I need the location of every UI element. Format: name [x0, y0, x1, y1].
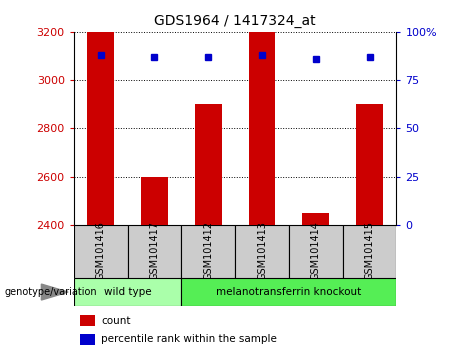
Bar — [74, 278, 181, 306]
Polygon shape — [41, 284, 68, 300]
Bar — [87, 32, 114, 225]
Text: melanotransferrin knockout: melanotransferrin knockout — [216, 287, 361, 297]
Text: GSM101415: GSM101415 — [365, 221, 375, 280]
Bar — [248, 32, 275, 225]
Title: GDS1964 / 1417324_at: GDS1964 / 1417324_at — [154, 14, 316, 28]
Bar — [141, 177, 168, 225]
Bar — [289, 225, 343, 278]
Bar — [356, 104, 383, 225]
Bar — [195, 104, 222, 225]
Bar — [343, 225, 396, 278]
Text: GSM101412: GSM101412 — [203, 221, 213, 280]
Bar — [80, 315, 95, 326]
Text: GSM101413: GSM101413 — [257, 221, 267, 280]
Text: genotype/variation: genotype/variation — [5, 287, 97, 297]
Bar — [235, 225, 289, 278]
Bar — [80, 334, 95, 345]
Text: GSM101416: GSM101416 — [95, 221, 106, 280]
Bar — [302, 213, 329, 225]
Text: count: count — [101, 316, 130, 326]
Bar — [74, 225, 128, 278]
Text: percentile rank within the sample: percentile rank within the sample — [101, 334, 277, 344]
Bar — [181, 225, 235, 278]
Text: GSM101414: GSM101414 — [311, 221, 321, 280]
Bar — [128, 225, 181, 278]
Text: GSM101417: GSM101417 — [149, 221, 160, 280]
Text: wild type: wild type — [104, 287, 151, 297]
Bar — [181, 278, 396, 306]
